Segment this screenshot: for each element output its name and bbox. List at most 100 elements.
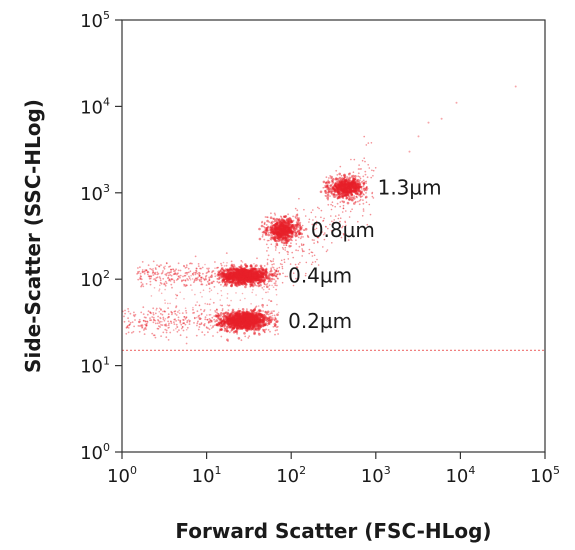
event-point [197, 276, 200, 278]
event-point [239, 310, 241, 312]
event-point [267, 232, 270, 234]
event-point [163, 310, 166, 312]
event-point [235, 292, 237, 294]
event-point [274, 249, 277, 251]
event-point [186, 273, 188, 276]
event-point [346, 176, 349, 178]
event-point [295, 239, 297, 242]
event-point [246, 313, 249, 315]
event-point [194, 273, 197, 276]
event-point [284, 227, 287, 230]
event-point [235, 327, 239, 330]
event-point [279, 235, 283, 239]
event-point [207, 327, 209, 330]
event-point [274, 282, 277, 284]
event-point [164, 302, 166, 304]
event-point [151, 316, 154, 318]
event-point [286, 250, 289, 253]
event-point [362, 175, 365, 178]
event-point [336, 174, 339, 176]
event-point [230, 330, 233, 332]
event-point [212, 326, 214, 328]
event-point [182, 329, 185, 332]
event-point [246, 275, 249, 278]
event-point [298, 233, 301, 236]
event-point [338, 184, 340, 187]
event-point [267, 254, 270, 257]
event-point [331, 180, 334, 183]
event-point [241, 315, 244, 318]
event-point [271, 284, 273, 287]
event-point [223, 265, 226, 267]
event-point [247, 311, 250, 313]
event-point [362, 210, 365, 212]
event-point [247, 312, 250, 315]
event-point [145, 325, 148, 327]
event-point [170, 283, 173, 286]
event-point [440, 117, 443, 120]
x-tick-base: 10 [445, 466, 468, 487]
event-point [175, 268, 178, 271]
event-point [241, 261, 244, 263]
event-point [158, 325, 160, 327]
event-point [248, 279, 251, 281]
event-point [174, 312, 177, 315]
event-point [320, 209, 323, 212]
event-point [325, 181, 327, 184]
event-point [200, 322, 203, 324]
event-point [352, 176, 355, 179]
event-point [183, 298, 185, 300]
event-point [273, 231, 276, 233]
event-point [329, 184, 332, 187]
event-point [234, 317, 236, 320]
event-point [159, 320, 162, 323]
event-point [334, 205, 337, 208]
event-point [275, 323, 277, 326]
event-point [161, 313, 164, 316]
event-point [222, 269, 224, 271]
event-point [251, 278, 254, 281]
event-point [128, 324, 131, 327]
event-point [344, 180, 346, 183]
event-point [242, 318, 245, 320]
event-point [147, 310, 150, 313]
event-point [242, 322, 245, 325]
event-point [302, 236, 304, 238]
event-point [299, 237, 302, 240]
event-point [255, 276, 257, 279]
event-point [232, 327, 235, 329]
y-tick-exponent: 3 [103, 182, 110, 195]
event-point [345, 177, 348, 180]
event-point [177, 311, 179, 313]
event-point [295, 232, 298, 235]
event-point [176, 330, 179, 333]
event-point [167, 313, 170, 316]
event-point [273, 263, 275, 265]
event-point [266, 304, 269, 307]
event-point [198, 326, 201, 328]
event-point [154, 322, 157, 325]
event-point [298, 197, 300, 200]
event-point [514, 85, 517, 88]
event-point [229, 320, 231, 323]
event-point [358, 185, 360, 187]
event-point [302, 229, 305, 231]
event-point [265, 243, 268, 246]
event-point [143, 327, 146, 330]
event-point [164, 328, 167, 331]
event-point [194, 293, 196, 296]
event-point [369, 213, 372, 216]
event-point [139, 277, 142, 280]
event-point [219, 319, 222, 321]
event-point [250, 323, 253, 326]
event-point [202, 277, 205, 280]
event-point [126, 325, 129, 327]
event-point [290, 221, 293, 224]
event-point [221, 308, 224, 310]
y-tick-base: 10 [80, 270, 103, 291]
event-point [184, 272, 187, 274]
event-point [300, 236, 303, 238]
event-point [141, 269, 144, 271]
event-point [175, 305, 178, 308]
event-point [245, 325, 249, 329]
